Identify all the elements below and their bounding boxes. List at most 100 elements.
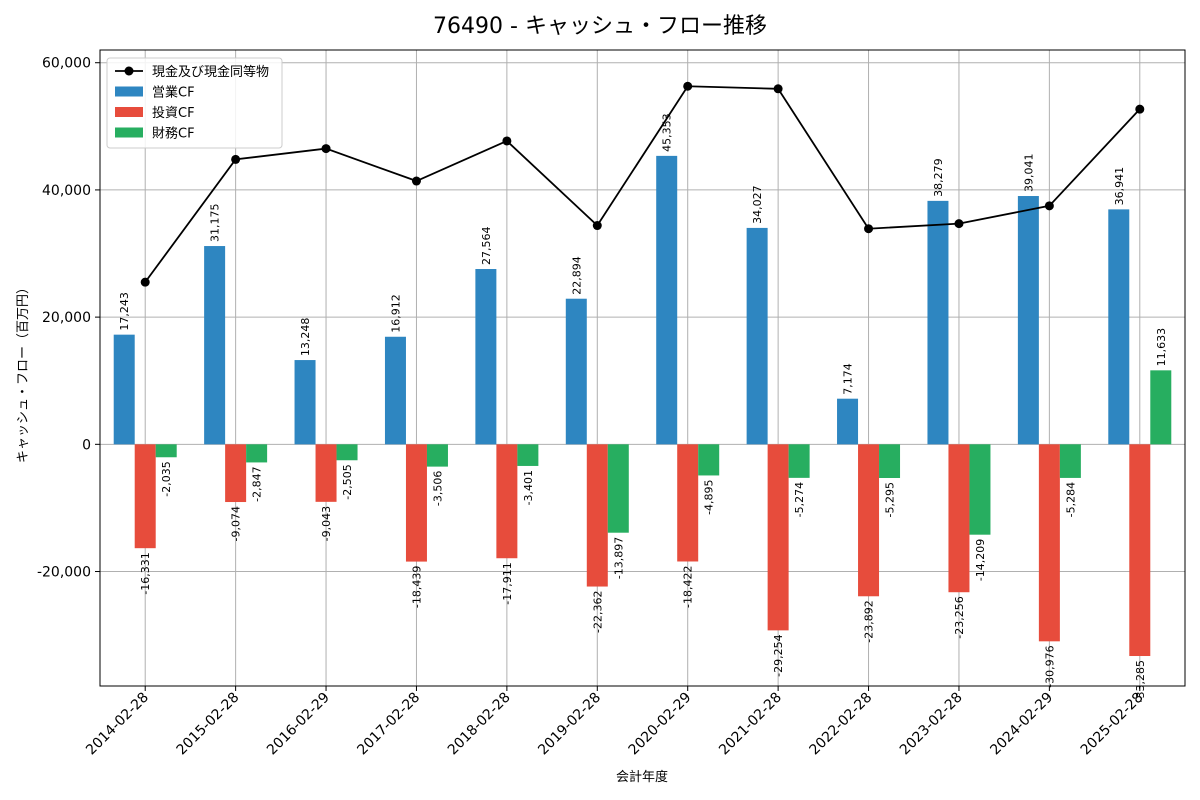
bar-財務CF [607,444,629,533]
plot-frame [99,49,1186,687]
legend-label: 財務CF [152,127,195,142]
data-label: 17,243 [118,292,131,331]
data-label: -9,043 [320,506,333,541]
data-label: -2,847 [251,466,264,501]
data-label: 11,633 [1155,328,1168,367]
x-tick-label: 2014-02-28 [83,690,152,759]
bar-財務CF [1059,444,1081,478]
x-tick-label: 2024-02-29 [987,690,1056,759]
x-tick-label: 2019-02-28 [535,690,604,759]
data-label: -23,256 [953,596,966,638]
bar-投資CF [1038,444,1060,642]
data-label: -29,254 [772,634,785,676]
data-label: 16,912 [389,294,402,333]
x-tick-label: 2016-02-29 [264,690,333,759]
x-tick-label: 2023-02-28 [897,690,966,759]
legend-box [106,57,283,149]
data-label: 38,279 [932,158,945,197]
bar-財務CF [788,444,810,478]
bar-投資CF [496,444,518,559]
bar-財務CF [426,444,448,467]
legend-marker [124,66,134,76]
data-label: -2,035 [160,461,173,496]
bar-layer [113,155,1172,657]
bar-投資CF [134,444,156,549]
bar-投資CF [767,444,789,631]
cash-point [954,219,964,229]
bar-営業CF [656,155,678,445]
bar-財務CF [155,444,177,458]
data-label: -22,362 [591,591,604,633]
data-label: 39,041 [1022,154,1035,193]
cash-point [1135,104,1145,114]
y-tick-label: 60,000 [42,56,91,72]
data-label: 45,353 [661,113,674,152]
data-label: 31,175 [209,204,222,243]
bar-営業CF [565,298,587,445]
bar-営業CF [113,334,135,445]
bar-営業CF [837,398,859,445]
bar-投資CF [225,444,247,503]
cash-point [773,84,783,94]
y-tick-label: 20,000 [42,310,91,326]
chart-title: 76490 - キャッシュ・フロー推移 [433,14,767,39]
data-label: 22,894 [570,256,583,295]
bar-営業CF [927,200,949,445]
data-label: -3,401 [522,470,535,505]
x-tick-label: 2015-02-28 [174,690,243,759]
cash-point [411,176,421,186]
data-label: 7,174 [842,363,855,395]
data-label: -16,331 [139,552,152,594]
cash-point [502,136,512,146]
data-label: 36,941 [1113,167,1126,206]
bar-営業CF [384,336,406,445]
data-label: -3,506 [431,471,444,506]
cash-point [321,144,331,154]
legend-swatch [115,86,143,97]
x-axis-label: 会計年度 [616,769,668,785]
bar-財務CF [879,444,901,478]
bar-投資CF [405,444,427,562]
line-layer [140,81,1145,287]
bar-営業CF [204,246,226,445]
data-label: -33,285 [1134,660,1147,702]
y-tick-label: 0 [82,437,91,453]
data-label: -14,209 [974,539,987,581]
bar-投資CF [948,444,970,593]
bar-財務CF [698,444,720,476]
data-label: -2,505 [341,464,354,499]
legend-label: 投資CF [152,105,195,121]
data-label: -30,976 [1043,645,1056,687]
data-label: -17,911 [501,562,514,604]
data-label: -5,284 [1064,482,1077,517]
cash-line [144,85,1141,283]
data-label: 27,564 [480,227,493,266]
bar-投資CF [1129,444,1151,657]
y-tick-label: 40,000 [42,183,91,199]
data-label: 34,027 [751,185,764,224]
y-axis-label: キャッシュ・フロー（百万円） [16,281,31,463]
x-tick-label: 2025-02-28 [1078,690,1147,759]
cash-point [1044,201,1054,211]
cash-point [140,277,150,287]
x-tick-label: 2020-02-29 [626,690,695,759]
data-label: 13,248 [299,318,312,357]
axis-layer: -20,000 0 20,000 40,000 60,000 2014-02-28 2015… [37,56,1147,759]
bar-財務CF [336,444,358,461]
data-label: -5,274 [793,482,806,517]
y-tick-label: -20,000 [37,565,91,581]
bar-営業CF [475,269,497,445]
data-label: -4,895 [703,479,716,514]
bar-営業CF [294,360,316,445]
bar-財務CF [1150,370,1172,445]
bar-財務CF [969,444,991,535]
bar-財務CF [246,444,268,463]
bar-投資CF [858,444,880,597]
data-label: -5,295 [884,482,897,517]
bar-投資CF [586,444,608,587]
bar-投資CF [315,444,337,502]
data-label: -13,897 [612,537,625,579]
legend-swatch [115,127,143,138]
